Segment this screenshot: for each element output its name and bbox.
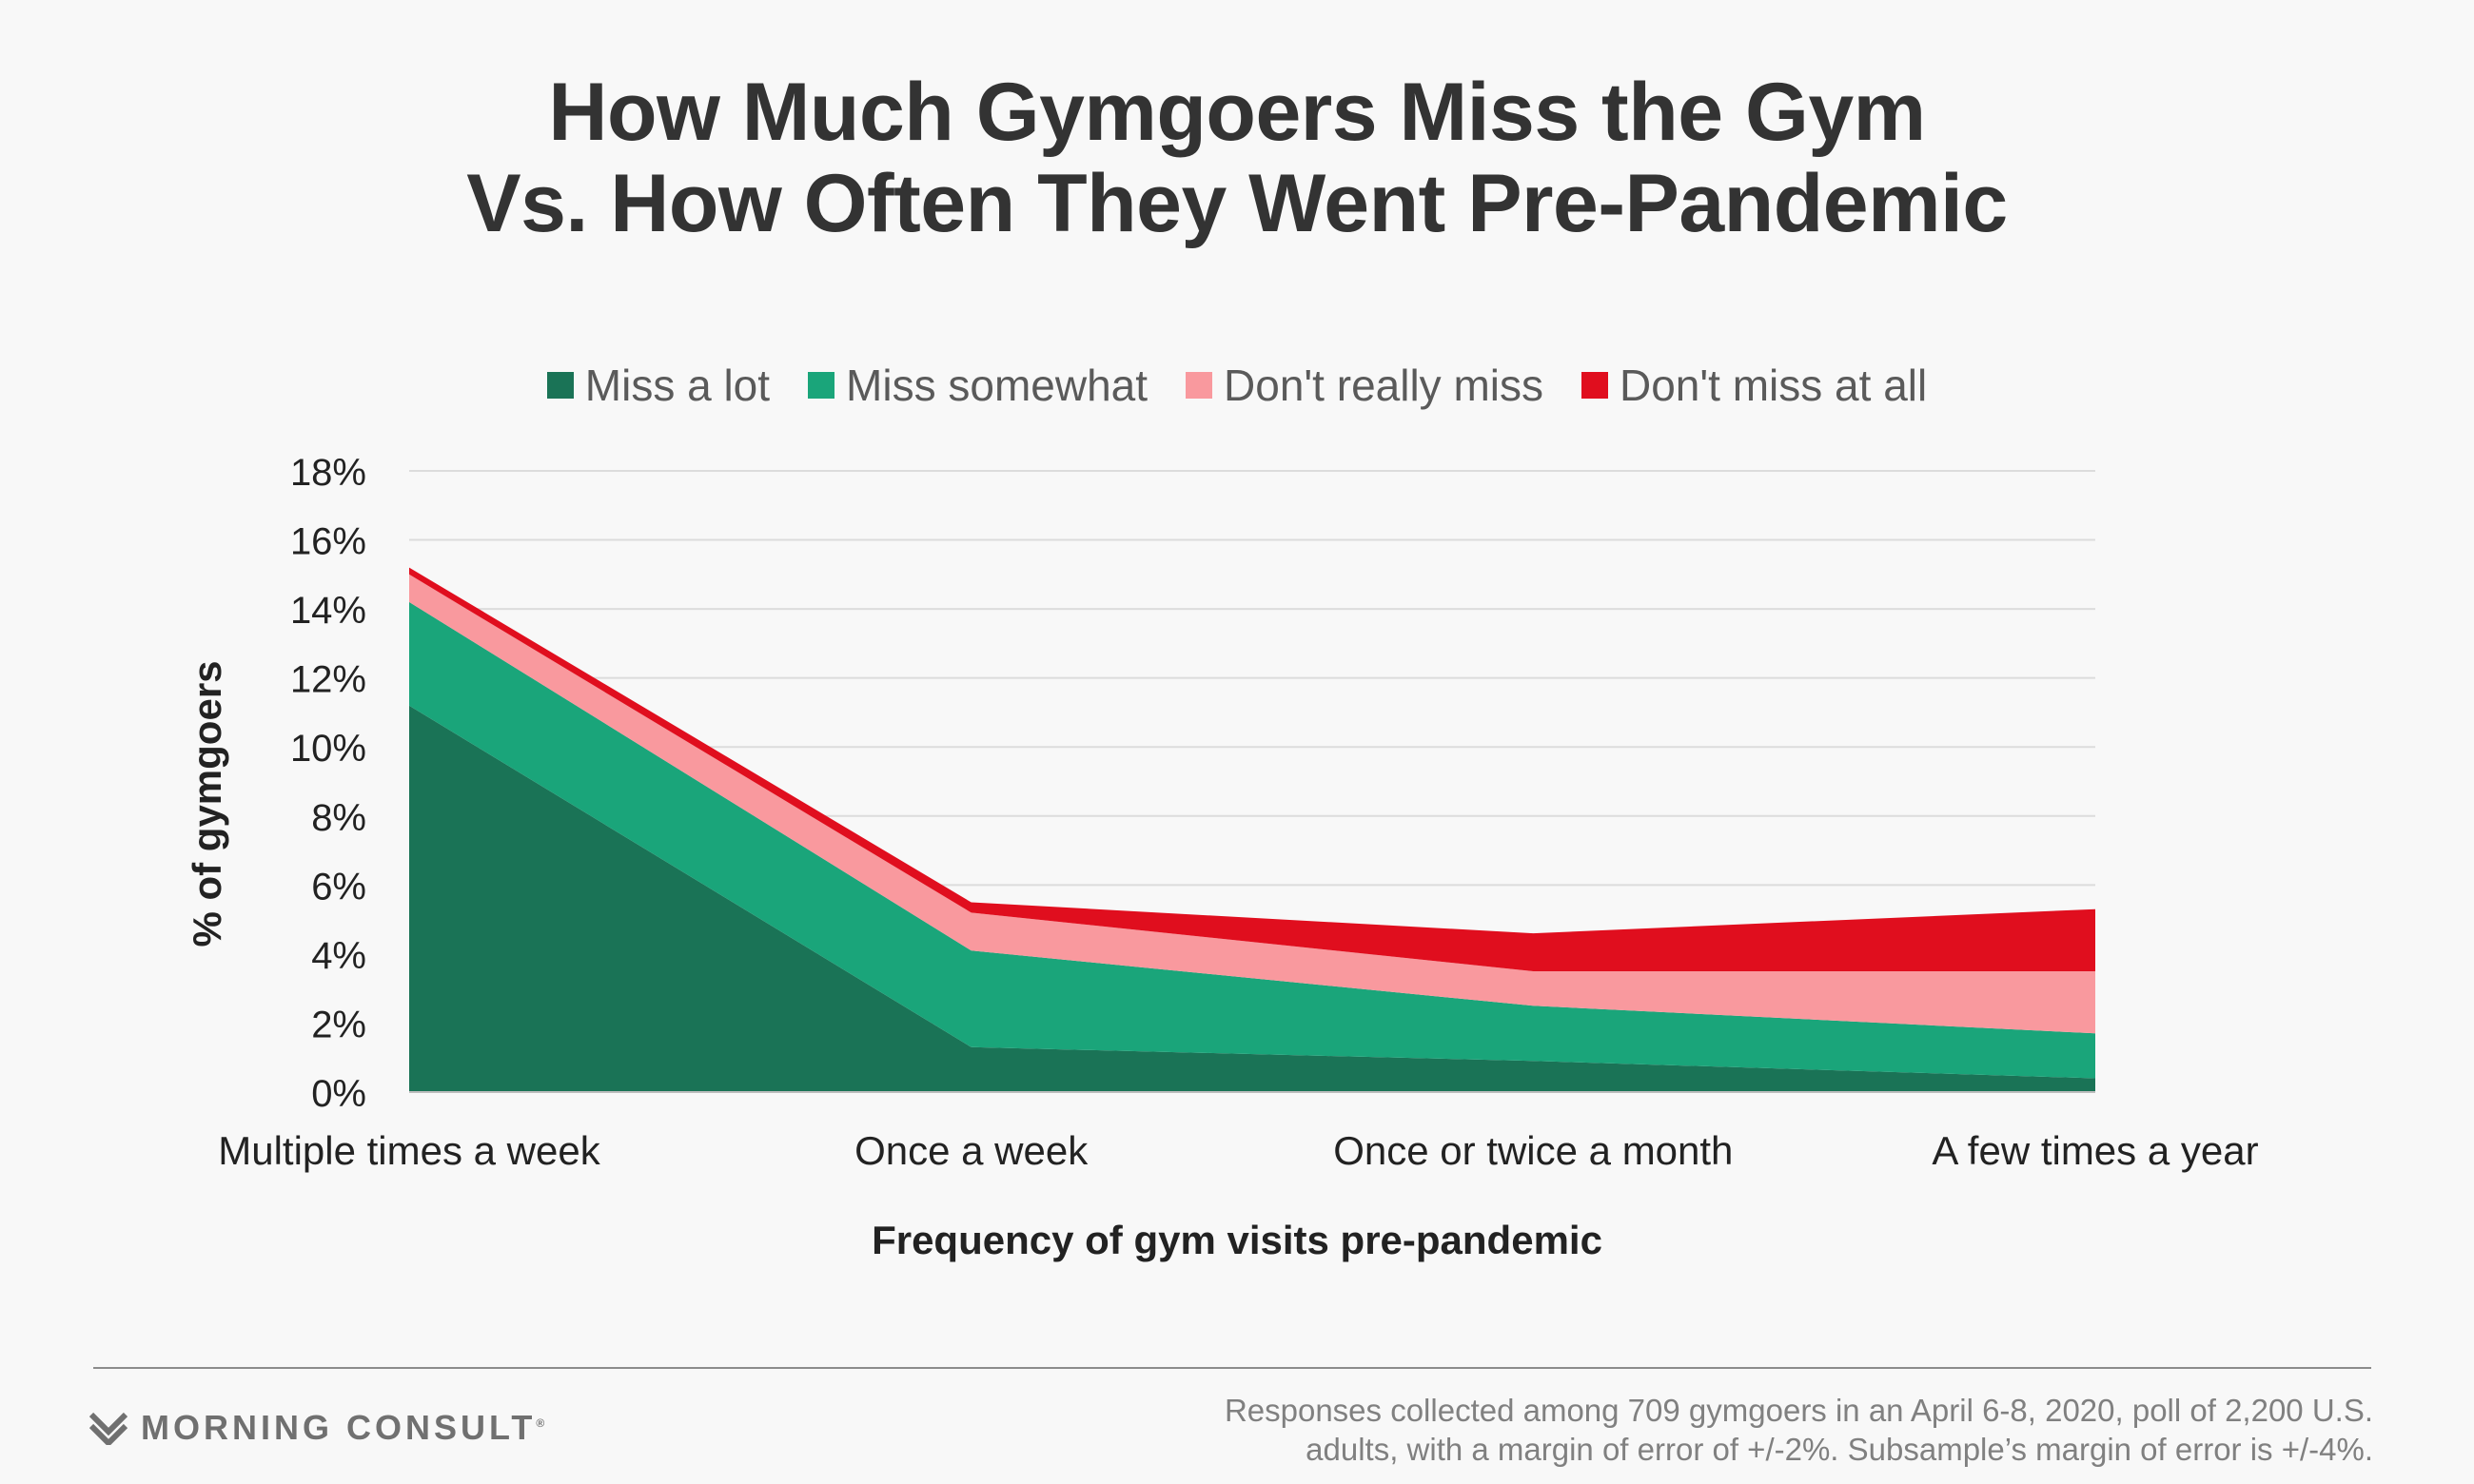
x-tick-label: Once or twice a month [1333,1128,1733,1173]
chart-legend: Miss a lot Miss somewhat Don't really mi… [0,360,2474,411]
x-tick-label: Once a week [854,1128,1089,1173]
legend-swatch-miss-somewhat [808,372,835,399]
methodology-note: Responses collected among 709 gymgoers i… [946,1391,2373,1469]
area-don-t-really-miss [409,574,2095,1034]
morning-consult-logo: MORNING CONSULT® [89,1408,544,1448]
x-tick-label: Multiple times a week [218,1128,600,1173]
area-don-t-miss-at-all [409,567,2095,971]
chart-title: How Much Gymgoers Miss the Gym Vs. How O… [0,67,2474,249]
chart-title-line-1: How Much Gymgoers Miss the Gym [548,67,1926,158]
legend-label-dont-miss-at-all: Don't miss at all [1620,361,1928,410]
y-tick-label: 16% [290,521,366,563]
y-tick-label: 12% [290,659,366,701]
y-tick-label: 10% [290,728,366,770]
y-axis-label: % of gymgoers [185,660,229,947]
y-tick-label: 0% [311,1073,366,1115]
area-miss-a-lot [409,705,2095,1092]
brand-name: MORNING CONSULT® [141,1408,545,1447]
y-tick-label: 14% [290,590,366,632]
y-tick-label: 18% [290,452,366,494]
legend-swatch-miss-a-lot [546,372,574,399]
x-tick-label: A few times a year [1932,1128,2258,1173]
legend-item-miss-somewhat: Miss somewhat [808,360,1148,411]
legend-item-miss-a-lot: Miss a lot [546,360,771,411]
footer-divider [93,1367,2371,1369]
methodology-note-line-1: Responses collected among 709 gymgoers i… [1224,1393,2373,1428]
legend-swatch-dont-miss-at-all [1581,372,1608,399]
y-tick-label: 2% [311,1004,366,1045]
area-miss-somewhat [409,601,2095,1079]
morning-consult-logo-icon [89,1412,128,1445]
x-axis-label: Frequency of gym visits pre-pandemic [872,1218,1602,1262]
y-tick-label: 8% [311,797,366,839]
y-tick-label: 6% [311,866,366,908]
legend-swatch-dont-really-miss [1186,372,1213,399]
legend-label-miss-somewhat: Miss somewhat [846,361,1149,410]
legend-item-dont-really-miss: Don't really miss [1186,360,1543,411]
chart-title-line-2: Vs. How Often They Went Pre-Pandemic [466,158,2008,249]
legend-item-dont-miss-at-all: Don't miss at all [1581,360,1927,411]
legend-label-dont-really-miss: Don't really miss [1224,361,1543,410]
methodology-note-line-2: adults, with a margin of error of +/-2%.… [1306,1432,2373,1467]
y-tick-label: 4% [311,935,366,977]
legend-label-miss-a-lot: Miss a lot [584,361,771,410]
